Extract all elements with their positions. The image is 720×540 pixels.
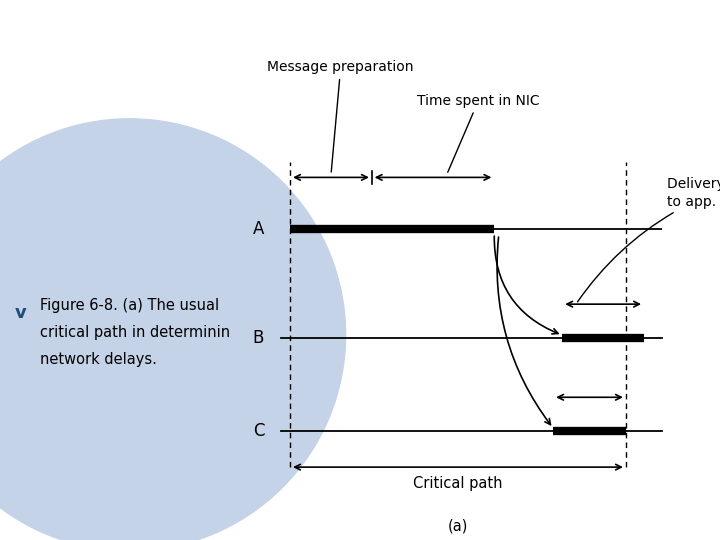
Text: C: C	[253, 422, 264, 440]
Text: Clock Synchronization in Wireless: Clock Synchronization in Wireless	[161, 30, 559, 50]
Text: Time spent in NIC: Time spent in NIC	[417, 93, 540, 172]
Text: Delivery time
to app.: Delivery time to app.	[577, 177, 720, 302]
Text: B: B	[253, 329, 264, 347]
Text: Networks (1): Networks (1)	[284, 61, 436, 82]
Text: network delays.: network delays.	[40, 352, 156, 367]
Text: Critical path: Critical path	[413, 476, 503, 491]
Text: critical path in determinin: critical path in determinin	[40, 325, 230, 340]
Text: Message preparation: Message preparation	[268, 60, 414, 172]
Text: Figure 6-8. (a) The usual: Figure 6-8. (a) The usual	[40, 298, 219, 313]
Text: A: A	[253, 220, 264, 238]
Ellipse shape	[0, 119, 346, 540]
Text: (a): (a)	[448, 519, 468, 534]
Text: v: v	[14, 304, 26, 322]
